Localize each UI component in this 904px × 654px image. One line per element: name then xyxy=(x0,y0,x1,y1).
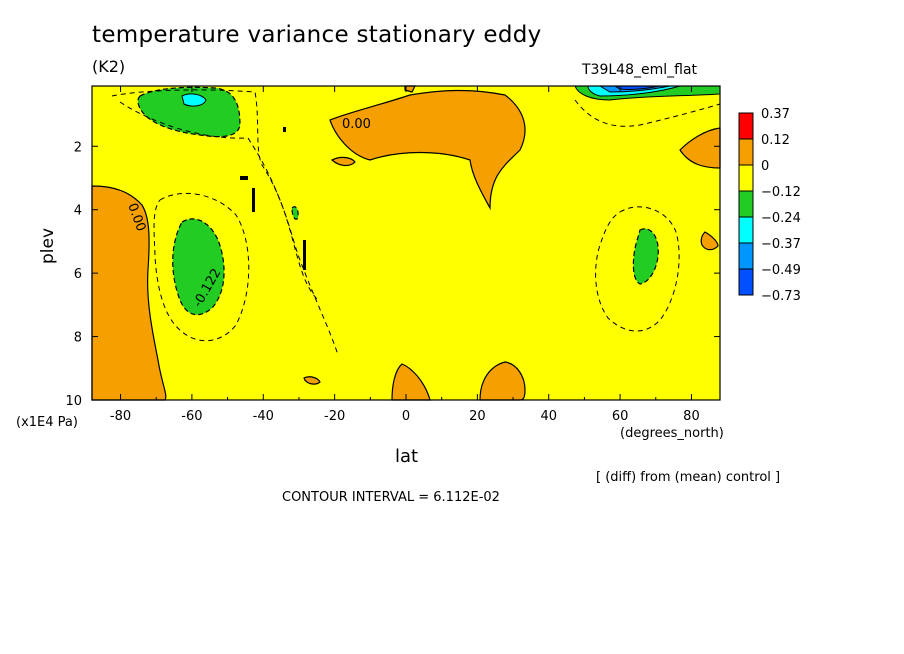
colorbar-label: 0 xyxy=(761,159,769,174)
positive-regions xyxy=(91,85,721,401)
contour-interval-note: CONTOUR INTERVAL = 6.112E-02 xyxy=(282,490,500,505)
region-upper-central xyxy=(329,89,526,211)
chart-units: (K2) xyxy=(92,57,126,76)
y-tick-label: 4 xyxy=(74,204,82,219)
colorbar-swatch xyxy=(738,138,754,166)
x-tick-label: 0 xyxy=(402,409,410,424)
x-tick-label: -80 xyxy=(110,409,131,424)
dashed-contours xyxy=(111,89,721,356)
y-tick-label: 10 xyxy=(65,394,82,409)
strong-minima xyxy=(181,85,721,107)
x-axis-unit: (degrees_north) xyxy=(620,426,724,441)
colorbar-swatch xyxy=(738,242,754,270)
mark-4 xyxy=(240,176,248,180)
x-tick-label: -60 xyxy=(181,409,202,424)
x-tick-label: -20 xyxy=(324,409,345,424)
colorbar-label: −0.12 xyxy=(761,185,801,200)
dashed-contour-2 xyxy=(119,101,319,301)
x-tick-label: -40 xyxy=(253,409,274,424)
diff-note: [ (diff) from (mean) control ] xyxy=(596,470,781,485)
colorbar-label: −0.24 xyxy=(761,211,801,226)
colorbar-swatch xyxy=(738,190,754,218)
colorbar-swatch xyxy=(738,112,754,140)
colorbar-label: −0.73 xyxy=(761,289,801,304)
x-tick-label: 20 xyxy=(469,409,486,424)
chart-title: temperature variance stationary eddy xyxy=(92,22,542,48)
x-axis-ticks: -80 -60 -40 -20 0 20 40 60 80 xyxy=(110,86,700,424)
y-axis-unit: (x1E4 Pa) xyxy=(16,415,78,430)
x-tick-label: 80 xyxy=(683,409,700,424)
region-sh-polar xyxy=(91,185,167,401)
dashed-contour-1 xyxy=(111,89,339,356)
x-tick-label: 40 xyxy=(540,409,557,424)
region-small-bottom xyxy=(303,376,321,385)
dashed-contour-5 xyxy=(574,99,721,127)
colorbar-label: −0.37 xyxy=(761,237,801,252)
region-sh-midlat-min xyxy=(172,218,225,316)
colorbar-swatch xyxy=(738,164,754,192)
small-marks xyxy=(240,127,306,270)
mark-1 xyxy=(252,188,255,212)
region-top-left xyxy=(137,86,241,138)
region-bottom-center xyxy=(391,363,431,401)
colorbar-label: −0.49 xyxy=(761,263,801,278)
dashed-contour-3 xyxy=(153,192,250,342)
region-top-left-cyan xyxy=(181,93,207,107)
colorbar-swatch xyxy=(738,268,754,296)
mark-3 xyxy=(303,240,306,270)
x-axis-label: lat xyxy=(395,446,419,467)
region-bottom-right xyxy=(479,361,526,401)
y-tick-label: 6 xyxy=(74,267,82,282)
mark-2 xyxy=(283,127,286,132)
region-right-edge xyxy=(700,231,719,251)
colorbar-label: 0.12 xyxy=(761,133,790,148)
run-label: T39L48_eml_flat xyxy=(582,62,698,78)
region-nh-midlat-min xyxy=(632,228,659,285)
region-small-green xyxy=(291,206,299,220)
y-tick-label: 8 xyxy=(74,331,82,346)
negative-regions xyxy=(137,86,659,316)
contour-label-1: 0.00 xyxy=(342,117,371,132)
colorbar: 0.37 0.12 0 −0.12 −0.24 −0.37 −0.49 −0.73 xyxy=(738,107,801,304)
x-tick-label: 60 xyxy=(612,409,629,424)
y-tick-label: 2 xyxy=(74,140,82,155)
dashed-contour-4 xyxy=(595,206,680,332)
colorbar-swatch xyxy=(738,216,754,244)
region-small-left xyxy=(330,156,356,167)
y-axis-ticks: 2 4 6 8 10 xyxy=(65,140,720,409)
colorbar-label: 0.37 xyxy=(761,107,790,122)
